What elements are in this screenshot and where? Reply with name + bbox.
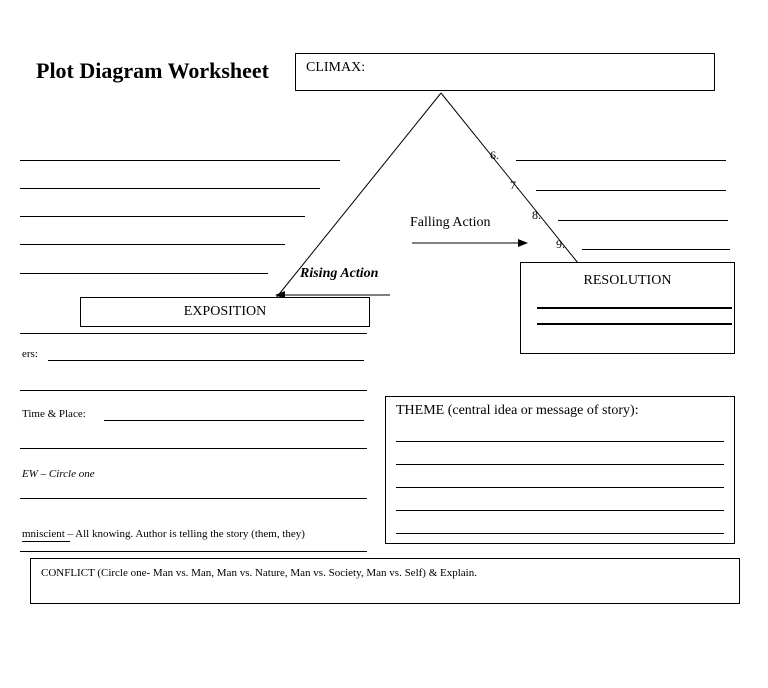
theme-line xyxy=(396,510,724,511)
falling-line xyxy=(582,249,730,250)
climax-label: CLIMAX: xyxy=(306,60,365,75)
panel-divider xyxy=(20,390,367,391)
panel-divider xyxy=(20,448,367,449)
panel-divider xyxy=(20,498,367,499)
falling-line xyxy=(536,190,726,191)
theme-line xyxy=(396,487,724,488)
climax-box: CLIMAX: xyxy=(295,53,715,91)
resolution-label: RESOLUTION xyxy=(584,273,672,288)
ew-label: EW – Circle one xyxy=(22,468,95,480)
panel-divider xyxy=(20,551,367,552)
theme-label: THEME (central idea or message of story)… xyxy=(396,403,639,418)
falling-line xyxy=(558,220,728,221)
theme-line xyxy=(396,464,724,465)
rising-line xyxy=(20,160,340,161)
ers-line xyxy=(48,360,364,361)
rising-line xyxy=(20,273,268,274)
exposition-label: EXPOSITION xyxy=(184,304,266,319)
exposition-box: EXPOSITION xyxy=(80,297,370,327)
falling-num: 6. xyxy=(490,148,499,163)
rising-line xyxy=(20,188,320,189)
exposition-details-panel xyxy=(20,333,367,551)
time-place-label: Time & Place: xyxy=(22,408,86,420)
theme-box: THEME (central idea or message of story)… xyxy=(385,396,735,544)
mniscient-underline xyxy=(22,541,70,542)
falling-line xyxy=(516,160,726,161)
time-place-line xyxy=(104,420,364,421)
resolution-line xyxy=(537,307,732,309)
conflict-box: CONFLICT (Circle one- Man vs. Man, Man v… xyxy=(30,558,740,604)
page-title: Plot Diagram Worksheet xyxy=(36,58,269,84)
theme-line xyxy=(396,441,724,442)
falling-num: 8. xyxy=(532,208,541,223)
falling-arrow-icon xyxy=(410,236,530,250)
theme-line xyxy=(396,533,724,534)
rising-line xyxy=(20,244,285,245)
resolution-line xyxy=(537,323,732,325)
title-text: Plot Diagram Worksheet xyxy=(36,58,269,83)
conflict-label: CONFLICT (Circle one- Man vs. Man, Man v… xyxy=(41,567,477,579)
rising-line xyxy=(20,216,305,217)
ers-label: ers: xyxy=(22,348,38,360)
falling-action-label: Falling Action xyxy=(410,215,491,231)
ew-text: EW – Circle one xyxy=(22,468,95,480)
resolution-box: RESOLUTION xyxy=(520,262,735,354)
falling-num: 9. xyxy=(556,237,565,252)
mniscient-label: mniscient – All knowing. Author is telli… xyxy=(22,528,305,540)
falling-num: 7. xyxy=(510,178,519,193)
rising-action-label: Rising Action xyxy=(300,266,378,282)
